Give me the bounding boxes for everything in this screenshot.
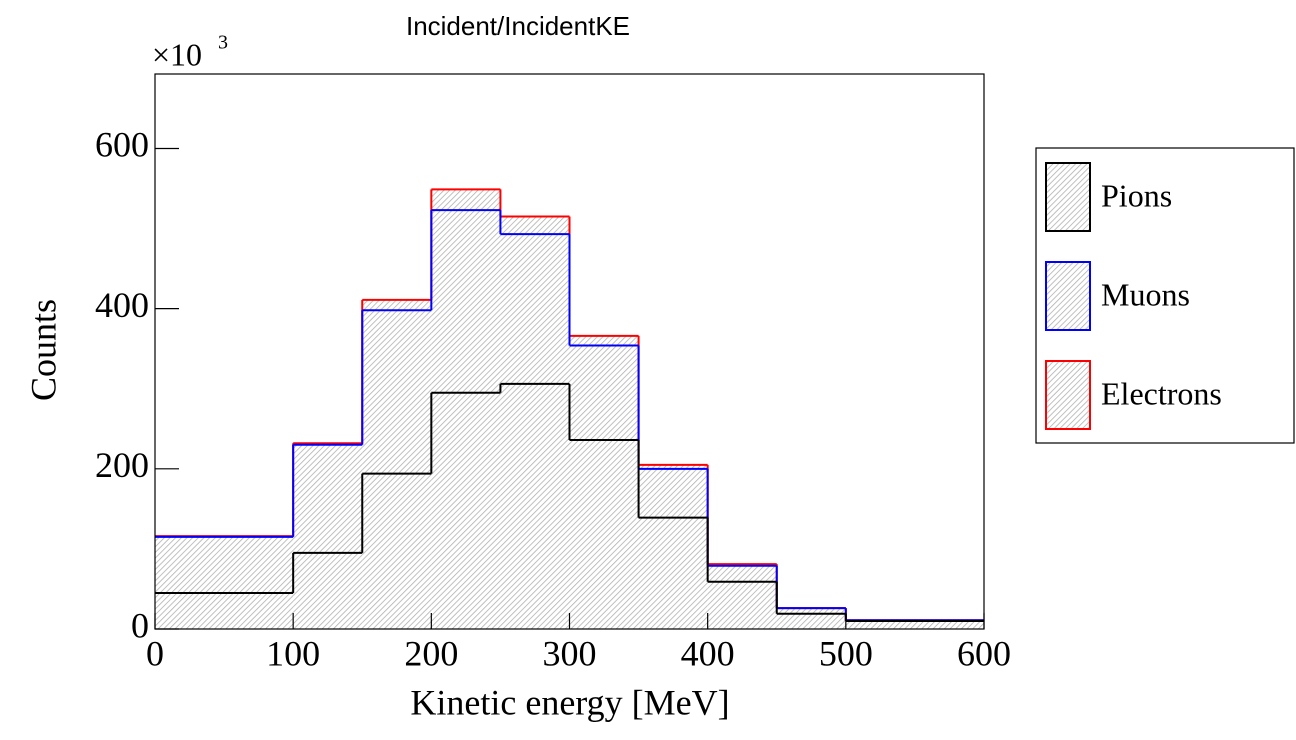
chart-title: Incident/IncidentKE	[406, 11, 630, 41]
legend: Pions Muons Electrons	[1045, 162, 1222, 430]
x-tick-label: 500	[819, 633, 873, 673]
bar-segment	[569, 345, 639, 440]
x-tick-label: 0	[146, 633, 164, 673]
plot-area	[155, 188, 984, 629]
bar-segment	[638, 464, 708, 469]
y-scale-exponent: 3	[218, 32, 228, 54]
bar-segment	[500, 383, 570, 629]
bar-segment	[500, 234, 570, 384]
x-tick-label: 300	[543, 633, 597, 673]
y-tick-label: 600	[95, 125, 149, 165]
y-tick-label: 0	[131, 605, 149, 645]
legend-swatch	[1045, 360, 1091, 430]
bar-segment	[431, 210, 501, 393]
bar-segment	[362, 299, 432, 311]
bar-segment	[776, 608, 846, 614]
bar-segment	[155, 536, 294, 593]
legend-swatch	[1045, 261, 1091, 331]
legend-label: Electrons	[1101, 375, 1222, 411]
x-tick-label: 100	[266, 633, 320, 673]
bar-segment	[500, 216, 570, 235]
bar-segment	[362, 473, 432, 629]
bar-segment	[293, 552, 363, 629]
bar-segment	[362, 310, 432, 474]
bar-segment	[776, 613, 846, 629]
bar-segment	[707, 581, 777, 629]
bar-segment	[569, 335, 639, 346]
bar-segment	[569, 439, 639, 629]
bar-segment	[638, 517, 708, 629]
bar-segment	[293, 444, 363, 553]
bar-segment	[431, 189, 501, 211]
legend-label: Pions	[1101, 177, 1172, 213]
y-tick-label: 400	[95, 285, 149, 325]
y-scale-base: ×10	[152, 36, 202, 72]
y-axis-title: Counts	[23, 299, 63, 401]
y-tick-label: 200	[95, 445, 149, 485]
legend-swatch	[1045, 162, 1091, 232]
x-tick-label: 400	[681, 633, 735, 673]
bar-segment	[707, 565, 777, 582]
bar-segment	[845, 620, 984, 629]
x-axis-title: Kinetic energy [MeV]	[410, 682, 729, 722]
x-tick-label: 600	[957, 633, 1011, 673]
legend-label: Muons	[1101, 276, 1190, 312]
bar-segment	[638, 468, 708, 518]
x-tick-label: 200	[404, 633, 458, 673]
bar-segment	[431, 392, 501, 629]
bar-segment	[155, 592, 294, 629]
